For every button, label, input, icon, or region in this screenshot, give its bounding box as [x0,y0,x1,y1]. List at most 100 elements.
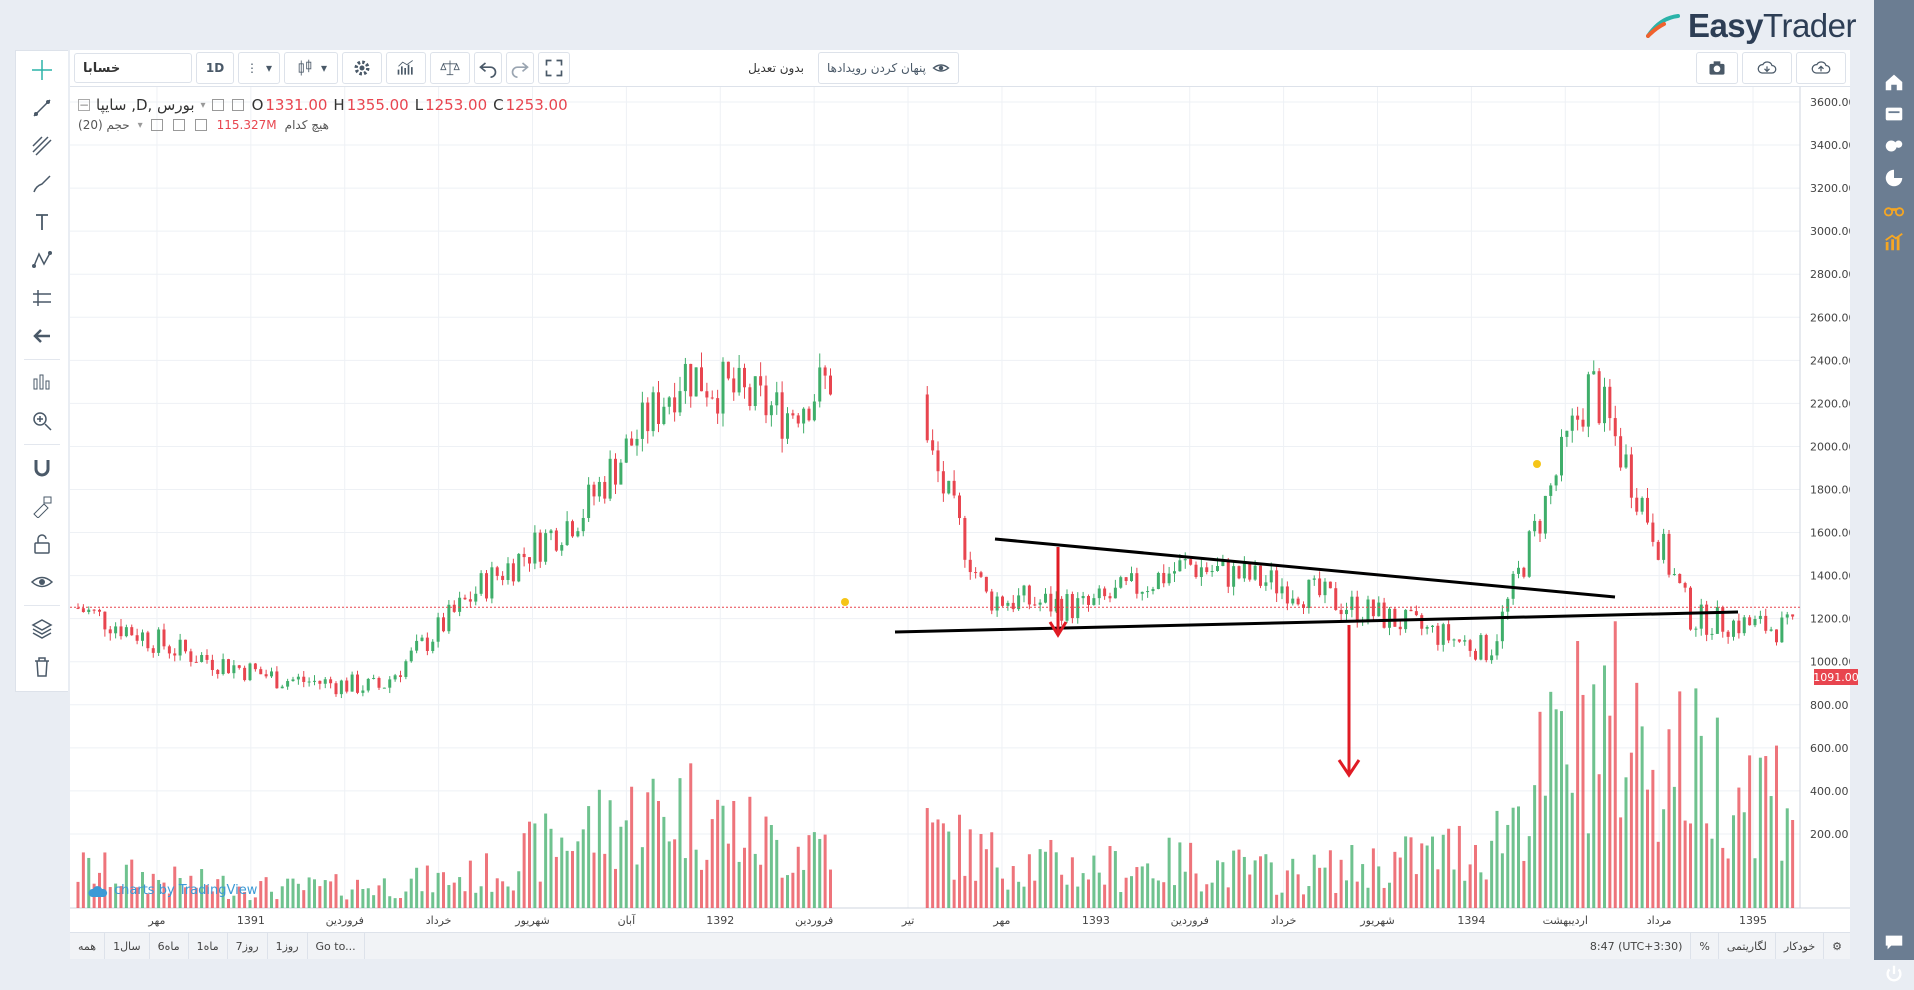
back-arrow-icon[interactable] [16,317,68,355]
candle-body [968,559,972,573]
fib-icon[interactable] [16,127,68,165]
range-6m[interactable]: 6ماه [150,933,189,959]
trend-icon[interactable] [1874,226,1914,258]
volume-bar [1500,853,1504,908]
chevron-down-icon[interactable]: ▾ [200,99,206,111]
watch-icon[interactable] [1874,194,1914,226]
candle-body [1087,596,1090,605]
magnet-icon[interactable] [16,449,68,487]
candle-body [683,363,687,392]
trendline-icon[interactable] [16,89,68,127]
volume-bar [941,823,945,908]
range-7d[interactable]: 7روز [228,933,268,959]
snapshot-button[interactable] [1696,52,1738,84]
layers-icon[interactable] [16,610,68,648]
candle-body [393,675,397,680]
lock-drawing-icon[interactable] [16,487,68,525]
candle-body [1205,567,1209,573]
volume-bar [318,886,322,908]
tradingview-watermark[interactable]: charts by TradingView [88,883,257,898]
chart-pane[interactable]: 3600.00 3400.00 3200.00 3000.00 2800.00 2600.… [70,87,1856,932]
candle-body [818,367,822,402]
candle-body [1748,617,1752,626]
hide-mini-icon[interactable] [231,99,244,111]
settings-mini-icon[interactable] [211,99,224,111]
interval-button[interactable]: 1D [196,52,234,84]
portfolio-icon[interactable] [1874,98,1914,130]
indicators-icon[interactable] [16,364,68,402]
goto-button[interactable]: Go to... [308,933,365,959]
candle-body [608,458,612,499]
settings-button[interactable] [342,52,382,84]
volume-bar [356,879,359,908]
candle-body [227,659,230,674]
candle-body [98,609,101,612]
volume-bar [1517,806,1520,908]
hide-mini-icon[interactable] [172,119,185,131]
indicators-button[interactable] [386,52,426,84]
candle-body [1044,593,1047,603]
candle-body [447,604,451,632]
volume-bar [1683,820,1687,908]
log-toggle[interactable]: لگاریتمی [1719,933,1776,959]
candle-body [1656,541,1660,560]
candle-body [1431,625,1434,627]
collapse-icon[interactable]: − [78,98,90,112]
range-1m[interactable]: 1ماه [189,933,228,959]
brush-icon[interactable] [16,165,68,203]
candle-body [1570,415,1574,431]
range-1d[interactable]: 1روز [268,933,308,959]
volume-bar [1603,665,1606,908]
eye-icon[interactable] [16,563,68,601]
candle-body [1318,578,1322,596]
candle-body [1033,604,1037,606]
cloud-load-button[interactable] [1742,52,1792,84]
symbol-input[interactable]: خسابا [74,53,192,83]
range-all[interactable]: همه [70,933,106,959]
candle-body [221,659,225,675]
redo-button[interactable] [506,52,534,84]
chart-legend: − سایپا ,D, بورس ▾ O 1331.00 H 1355.00 L 12… [78,96,568,114]
range-1y[interactable]: 1سال [105,933,150,959]
volume-bar [533,823,537,908]
power-icon[interactable] [1874,958,1914,990]
volume-bar [458,877,462,908]
unlock-icon[interactable] [16,525,68,563]
auto-toggle[interactable]: خودکار [1776,933,1825,959]
home-icon[interactable] [1874,66,1914,98]
analysis-icon[interactable] [1874,130,1914,162]
price-chart[interactable]: 3600.00 3400.00 3200.00 3000.00 2800.00 2600.… [70,87,1856,932]
settings-mini-icon[interactable] [150,119,163,131]
text-icon[interactable] [16,203,68,241]
volume-bar [1022,886,1026,908]
volume-bar [829,869,832,908]
volume-bar [952,879,956,908]
compare-button[interactable] [430,52,470,84]
trash-icon[interactable] [16,648,68,686]
measure-icon[interactable] [16,279,68,317]
volume-bar [103,852,107,908]
volume-bar [1285,870,1289,908]
undo-button[interactable] [474,52,502,84]
chart-pie-icon[interactable] [1874,162,1914,194]
chart-style-button[interactable]: ▾ [284,52,338,84]
chat-icon[interactable] [1874,926,1914,958]
crosshair-icon[interactable] [16,51,68,89]
cloud-save-button[interactable] [1796,52,1846,84]
volume-bar [603,853,607,908]
percent-toggle[interactable]: % [1691,933,1719,959]
remove-mini-icon[interactable] [194,119,207,131]
candle-body [1248,563,1252,580]
adjustment-select[interactable]: بدون تعدیل [748,61,804,75]
volume-bar [1694,688,1698,908]
volume-bar [1216,860,1219,908]
candle-body [673,397,677,413]
zoom-icon[interactable] [16,402,68,440]
hide-events-button[interactable]: پنهان کردن رویدادها [818,52,959,84]
fullscreen-button[interactable] [538,52,570,84]
pattern-icon[interactable] [16,241,68,279]
chevron-down-icon[interactable]: ▾ [137,119,143,131]
gear-icon[interactable]: ⚙ [1832,939,1842,953]
volume-bar [425,865,429,908]
interval-dropdown[interactable]: ⋮ ▾ [238,52,280,84]
